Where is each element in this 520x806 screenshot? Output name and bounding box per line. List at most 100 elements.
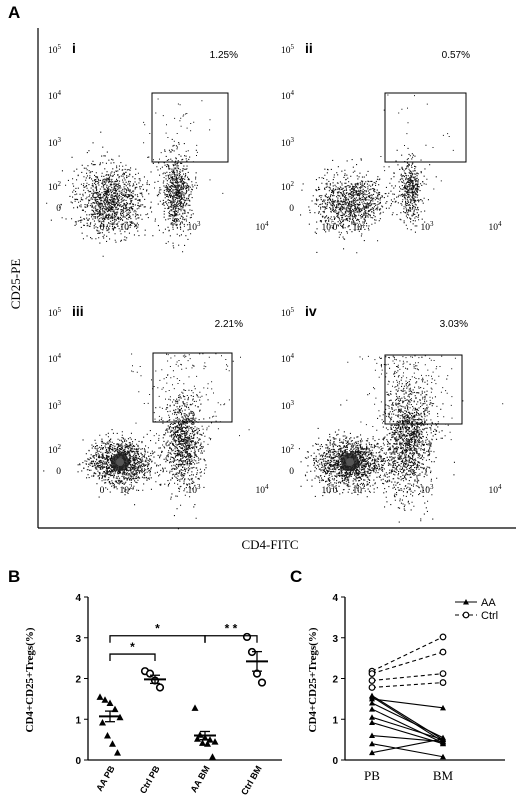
panel-b-y-axis-label: CD4+CD25+Tregs(%) — [24, 627, 36, 732]
significance-bracket — [109, 653, 156, 662]
panel-c-point — [369, 699, 375, 706]
panel-c-point — [439, 670, 447, 678]
y-tick-label: 103 — [48, 136, 62, 149]
panel-b-y-tick-label: 1 — [75, 715, 81, 726]
x-tick-label: 0 — [100, 486, 105, 496]
y-tick-label: 102 — [281, 443, 295, 456]
panel-c-series-line — [371, 636, 444, 672]
panel-c-series-line — [371, 708, 444, 744]
subplot-id-iii: iii — [72, 303, 84, 319]
panel-b-letter: B — [8, 567, 20, 586]
panel-b-point — [111, 705, 119, 713]
y-tick-label: 104 — [281, 352, 295, 365]
panel-c-point — [440, 735, 446, 742]
panel-a-x-axis-label: CD4-FITC — [241, 537, 298, 552]
panel-c-point — [368, 670, 376, 678]
panel-c-point — [369, 749, 375, 756]
x-tick-label: 102 — [353, 483, 367, 496]
flow-dot-cloud — [298, 355, 504, 523]
x-tick-label: 103 — [188, 483, 202, 496]
flow-dot-cloud — [300, 94, 454, 254]
panel-c-y-tick-label: 1 — [332, 715, 338, 726]
panel-b-point — [106, 699, 114, 706]
x-tick-label: 0 — [100, 223, 105, 233]
panel-c-point — [369, 740, 375, 747]
y-tick-label: 0 — [56, 467, 61, 477]
panel-c-category-label: PB — [364, 768, 380, 783]
y-tick-label: 0 — [56, 204, 61, 214]
panel-c-series-line — [371, 702, 444, 739]
flow-dot-cloud — [43, 353, 250, 530]
panel-c-series-line — [371, 716, 444, 741]
panel-c-series-line — [371, 743, 444, 758]
panel-c-point — [368, 684, 376, 691]
panel-c-series-line — [371, 651, 444, 675]
y-tick-label: 0 — [289, 467, 294, 477]
significance-label: * * — [225, 622, 238, 636]
panel-c-series-line — [371, 673, 444, 682]
subplot-id-ii: ii — [305, 40, 313, 56]
y-tick-label: 102 — [281, 180, 295, 193]
gate-box — [384, 92, 467, 163]
significance-label: * — [155, 622, 160, 636]
legend-label-ctrl: Ctrl — [481, 610, 498, 622]
panel-c-y-tick-label: 3 — [332, 634, 338, 645]
legend-marker-ctrl — [462, 611, 470, 619]
panel-b-point — [99, 719, 106, 726]
panel-b-point — [104, 732, 111, 739]
panel-b-point — [155, 683, 165, 692]
panel-c-point — [440, 704, 446, 711]
x-tick-label: 103 — [421, 220, 435, 233]
significance-label: * — [130, 640, 135, 654]
y-tick-label: 104 — [281, 89, 295, 102]
y-tick-label: 103 — [281, 136, 295, 149]
panel-b-category-label: Ctrl PB — [138, 764, 162, 796]
legend-marker-aa — [463, 599, 469, 605]
panel-c-point — [440, 753, 446, 760]
y-tick-label: 102 — [48, 180, 62, 193]
y-tick-label: 104 — [48, 89, 62, 102]
panel-c-y-tick-label: 2 — [332, 675, 338, 686]
x-tick-label: 104 — [256, 220, 270, 233]
panel-b-point — [96, 693, 104, 700]
panel-c-letter: C — [290, 567, 302, 586]
x-tick-label: 104 — [489, 220, 503, 233]
y-tick-label: 102 — [48, 443, 62, 456]
panel-b-y-tick-label: 4 — [75, 593, 81, 604]
gate-box — [151, 92, 229, 163]
flow-plots-group: i 1.25% 0 102 103 104 105 0 102 103 104 105 ii 0.57% 0… — [43, 40, 504, 530]
x-tick-label: 102 — [120, 220, 134, 233]
panel-c-category-label: BM — [433, 768, 454, 783]
panel-c-series-line — [371, 696, 444, 743]
panel-b-y-tick-label: 2 — [75, 675, 81, 686]
panel-b-point — [194, 735, 201, 742]
panel-c-point — [439, 648, 447, 656]
significance-bracket — [109, 635, 206, 643]
y-tick-label: 104 — [48, 352, 62, 365]
panel-c-point — [369, 714, 375, 720]
gate-percentage: 1.25% — [210, 50, 238, 61]
gate-box — [152, 352, 233, 423]
y-tick-label: 0 — [289, 204, 294, 214]
gate-percentage: 3.03% — [440, 319, 468, 330]
panel-c-point — [369, 695, 375, 702]
y-tick-label: 105 — [48, 306, 62, 319]
panel-c-y-tick-label: 4 — [332, 593, 338, 604]
panel-b-point — [257, 678, 267, 687]
panel-c-point — [368, 677, 376, 684]
panel-b-y-tick-label: 0 — [75, 756, 81, 767]
panel-b-point — [109, 740, 116, 747]
flow-plot-iii: iii 2.21% 0 102 103 104 105 0 102 103 104 105 — [43, 303, 335, 530]
panel-c-point — [369, 706, 375, 712]
panel-a-letter: A — [8, 3, 20, 22]
flow-plot-i: i 1.25% 0 102 103 104 105 0 102 103 104 105 — [46, 40, 335, 257]
panel-b-plot: 0 1 2 3 4 AA PB Ctrl PB AA BM Ctrl BM * * * * — [75, 593, 282, 797]
gate-box — [384, 354, 463, 425]
panel-c-point — [369, 732, 375, 739]
panel-b-y-tick-label: 3 — [75, 634, 81, 645]
y-tick-label: 105 — [281, 306, 295, 319]
x-tick-label: 103 — [188, 220, 202, 233]
panel-b-category-label: Ctrl BM — [239, 764, 264, 797]
y-tick-label: 105 — [281, 43, 295, 56]
panel-c-y-axis-label: CD4+CD25+Tregs(%) — [307, 627, 319, 732]
